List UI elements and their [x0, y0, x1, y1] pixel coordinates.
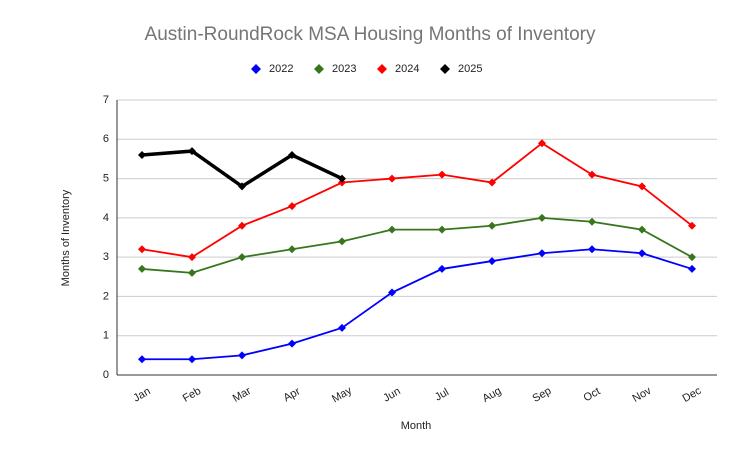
point-marker — [238, 221, 246, 230]
point-marker — [238, 253, 246, 262]
point-marker — [288, 245, 296, 254]
point-marker — [638, 182, 646, 191]
point-marker — [388, 225, 396, 234]
x-tick-label: Mar — [231, 385, 254, 405]
point-marker — [588, 170, 596, 179]
y-tick-label: 4 — [103, 212, 109, 224]
point-marker — [438, 264, 446, 273]
point-marker — [388, 288, 396, 297]
chart-title: Austin-RoundRock MSA Housing Months of I… — [145, 24, 596, 45]
point-marker — [188, 355, 196, 364]
x-tick-label: Sep — [530, 385, 553, 405]
x-tick-label: May — [330, 384, 354, 405]
series-line — [141, 142, 693, 259]
point-marker — [238, 182, 246, 191]
point-marker — [538, 139, 546, 148]
y-tick-label: 5 — [103, 172, 109, 184]
x-tick-label: Jun — [381, 385, 402, 404]
point-marker — [188, 268, 196, 277]
legend-label: 2024 — [395, 63, 419, 75]
legend-label: 2022 — [269, 63, 293, 75]
point-marker — [388, 174, 396, 183]
point-marker — [638, 225, 646, 234]
y-tick-label: 7 — [103, 94, 109, 106]
series-line — [141, 216, 693, 274]
series-line — [141, 149, 343, 189]
y-tick-label: 3 — [103, 251, 109, 263]
point-marker — [288, 339, 296, 348]
point-marker — [188, 253, 196, 262]
x-tick-label: Apr — [282, 385, 303, 404]
point-marker — [188, 147, 196, 156]
point-marker — [338, 237, 346, 246]
legend-marker — [377, 64, 387, 74]
point-marker — [138, 151, 146, 159]
point-marker — [438, 170, 446, 179]
point-marker — [138, 264, 146, 273]
point-marker — [538, 213, 546, 222]
legend-marker — [440, 64, 450, 74]
legend-label: 2025 — [458, 63, 482, 75]
x-axis-label: Month — [401, 420, 432, 432]
point-marker — [488, 221, 496, 230]
point-marker — [688, 221, 696, 230]
x-tick-label: Aug — [480, 385, 503, 405]
point-marker — [238, 351, 246, 360]
point-marker — [338, 174, 346, 183]
point-marker — [138, 245, 146, 254]
legend-marker — [314, 64, 324, 74]
x-tick-label: Oct — [582, 385, 603, 404]
legend-marker — [251, 64, 261, 74]
series-line — [142, 248, 693, 361]
point-marker — [588, 245, 596, 254]
x-tick-label: Nov — [630, 385, 653, 405]
y-tick-label: 6 — [103, 133, 109, 145]
x-tick-label: Feb — [181, 385, 203, 405]
legend-label: 2023 — [332, 63, 356, 75]
point-marker — [438, 225, 446, 234]
point-marker — [588, 217, 596, 226]
y-tick-label: 1 — [103, 330, 109, 342]
point-marker — [338, 323, 346, 332]
point-marker — [488, 257, 496, 266]
point-marker — [288, 151, 296, 159]
x-tick-label: Dec — [680, 385, 703, 405]
point-marker — [638, 249, 646, 258]
point-marker — [688, 253, 696, 262]
point-marker — [538, 249, 546, 258]
y-tick-label: 2 — [103, 290, 109, 302]
point-marker — [288, 202, 296, 211]
point-marker — [138, 355, 146, 364]
y-tick-label: 0 — [103, 369, 109, 381]
x-tick-label: Jan — [131, 385, 152, 404]
x-tick-label: Jul — [433, 386, 451, 403]
y-axis-label: Months of Inventory — [60, 189, 72, 286]
point-marker — [488, 178, 496, 187]
point-marker — [688, 264, 696, 273]
